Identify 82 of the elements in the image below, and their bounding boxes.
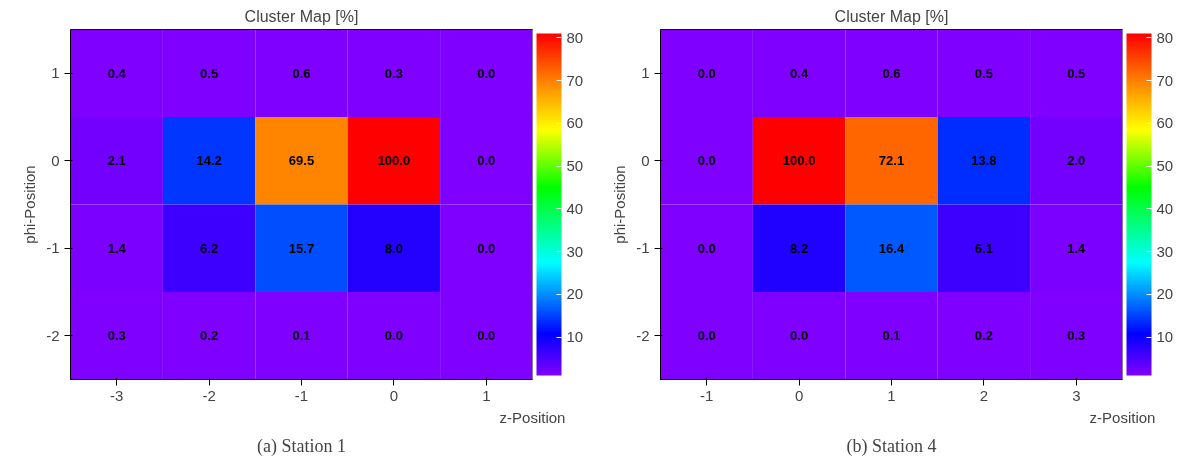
data-label: 15.7 — [288, 240, 315, 256]
color-bar-label: 60 — [566, 114, 584, 132]
data-label: 8.0 — [384, 240, 403, 256]
data-label: 100.0 — [377, 153, 411, 169]
x-tick-label: 0 — [389, 386, 399, 404]
data-label: 0.0 — [697, 328, 716, 344]
color-bar-label: 70 — [1156, 71, 1174, 89]
x-tick-label: 2 — [979, 386, 989, 404]
data-label: 1.4 — [107, 240, 127, 256]
y-axis-title: phi-Position — [611, 165, 629, 244]
x-tick-label: -2 — [202, 386, 216, 404]
color-bar-label: 10 — [1156, 328, 1174, 346]
data-label: 0.5 — [1067, 65, 1086, 81]
text: (a) Station 1 — [257, 435, 346, 457]
color-bar-label: 50 — [566, 157, 584, 175]
x-axis-title: z-Position — [1089, 408, 1156, 426]
data-label: 0.0 — [697, 240, 716, 256]
data-label: 0.2 — [200, 328, 219, 344]
y-tick-label: -1 — [46, 239, 60, 257]
data-label: 14.2 — [196, 153, 222, 169]
y-tick-label: 1 — [51, 64, 60, 82]
y-tick-label: -2 — [46, 326, 60, 344]
chart-title: Cluster Map [%] — [834, 7, 949, 25]
data-label: 0.0 — [477, 240, 496, 256]
data-label: 0.3 — [107, 328, 126, 344]
y-tick-label: 0 — [641, 151, 650, 169]
y-tick-label: -2 — [636, 326, 650, 344]
y-axis-title: phi-Position — [21, 165, 39, 244]
data-label: 0.6 — [882, 65, 901, 81]
x-tick-label: -1 — [700, 386, 714, 404]
color-bar-label: 50 — [1156, 157, 1174, 175]
x-tick-label: 0 — [794, 386, 804, 404]
data-label: 6.2 — [200, 240, 219, 256]
x-tick-label: 3 — [1072, 386, 1081, 404]
data-label: 69.5 — [288, 153, 315, 169]
color-bar-label: 60 — [1156, 114, 1174, 132]
data-label: 0.0 — [477, 65, 496, 81]
text: (b) Station 4 — [846, 435, 937, 457]
data-label: 0.0 — [477, 328, 496, 344]
data-label: 0.5 — [974, 65, 993, 81]
data-label: 100.0 — [782, 153, 816, 169]
data-label: 0.5 — [200, 65, 219, 81]
data-label: 8.2 — [790, 240, 809, 256]
color-bar-label: 30 — [1156, 242, 1174, 260]
data-label: 0.0 — [477, 153, 496, 169]
color-bar-label: 20 — [566, 285, 584, 303]
color-bar-label: 30 — [566, 242, 584, 260]
data-label: 6.1 — [974, 240, 993, 256]
data-label: 13.8 — [971, 153, 997, 169]
chart-title: Cluster Map [%] — [244, 7, 359, 25]
y-tick-label: 1 — [641, 64, 650, 82]
x-axis-title: z-Position — [499, 408, 566, 426]
x-tick-label: -1 — [294, 386, 309, 404]
y-tick-label: 0 — [51, 151, 60, 169]
x-tick-label: -3 — [110, 386, 124, 404]
x-tick-label: 1 — [482, 386, 491, 404]
color-bar-label: 40 — [566, 199, 584, 217]
data-label: 2.0 — [1067, 153, 1086, 169]
color-bar-label: 10 — [566, 328, 584, 346]
data-label: 72.1 — [878, 153, 905, 169]
color-bar-label: 80 — [566, 28, 584, 46]
data-label: 0.3 — [1067, 328, 1086, 344]
x-tick-label: 1 — [887, 386, 896, 404]
data-label: 0.6 — [292, 65, 311, 81]
data-label: 0.0 — [697, 65, 716, 81]
y-tick-label: -1 — [636, 239, 650, 257]
color-bar-label: 20 — [1156, 285, 1174, 303]
data-label: 0.0 — [790, 328, 809, 344]
color-bar-label: 80 — [1156, 28, 1174, 46]
data-label: 0.0 — [384, 328, 403, 344]
color-bar-label: 40 — [1156, 199, 1174, 217]
data-label: 0.0 — [697, 153, 716, 169]
data-label: 0.2 — [974, 328, 993, 344]
data-label: 0.4 — [107, 65, 127, 81]
data-label: 0.1 — [882, 328, 901, 344]
data-label: 0.4 — [790, 65, 809, 81]
data-label: 16.4 — [878, 240, 905, 256]
data-label: 2.1 — [107, 153, 126, 169]
data-label: 1.4 — [1067, 240, 1087, 256]
color-bar-label: 70 — [566, 71, 584, 89]
data-label: 0.1 — [292, 328, 311, 344]
data-label: 0.3 — [384, 65, 403, 81]
